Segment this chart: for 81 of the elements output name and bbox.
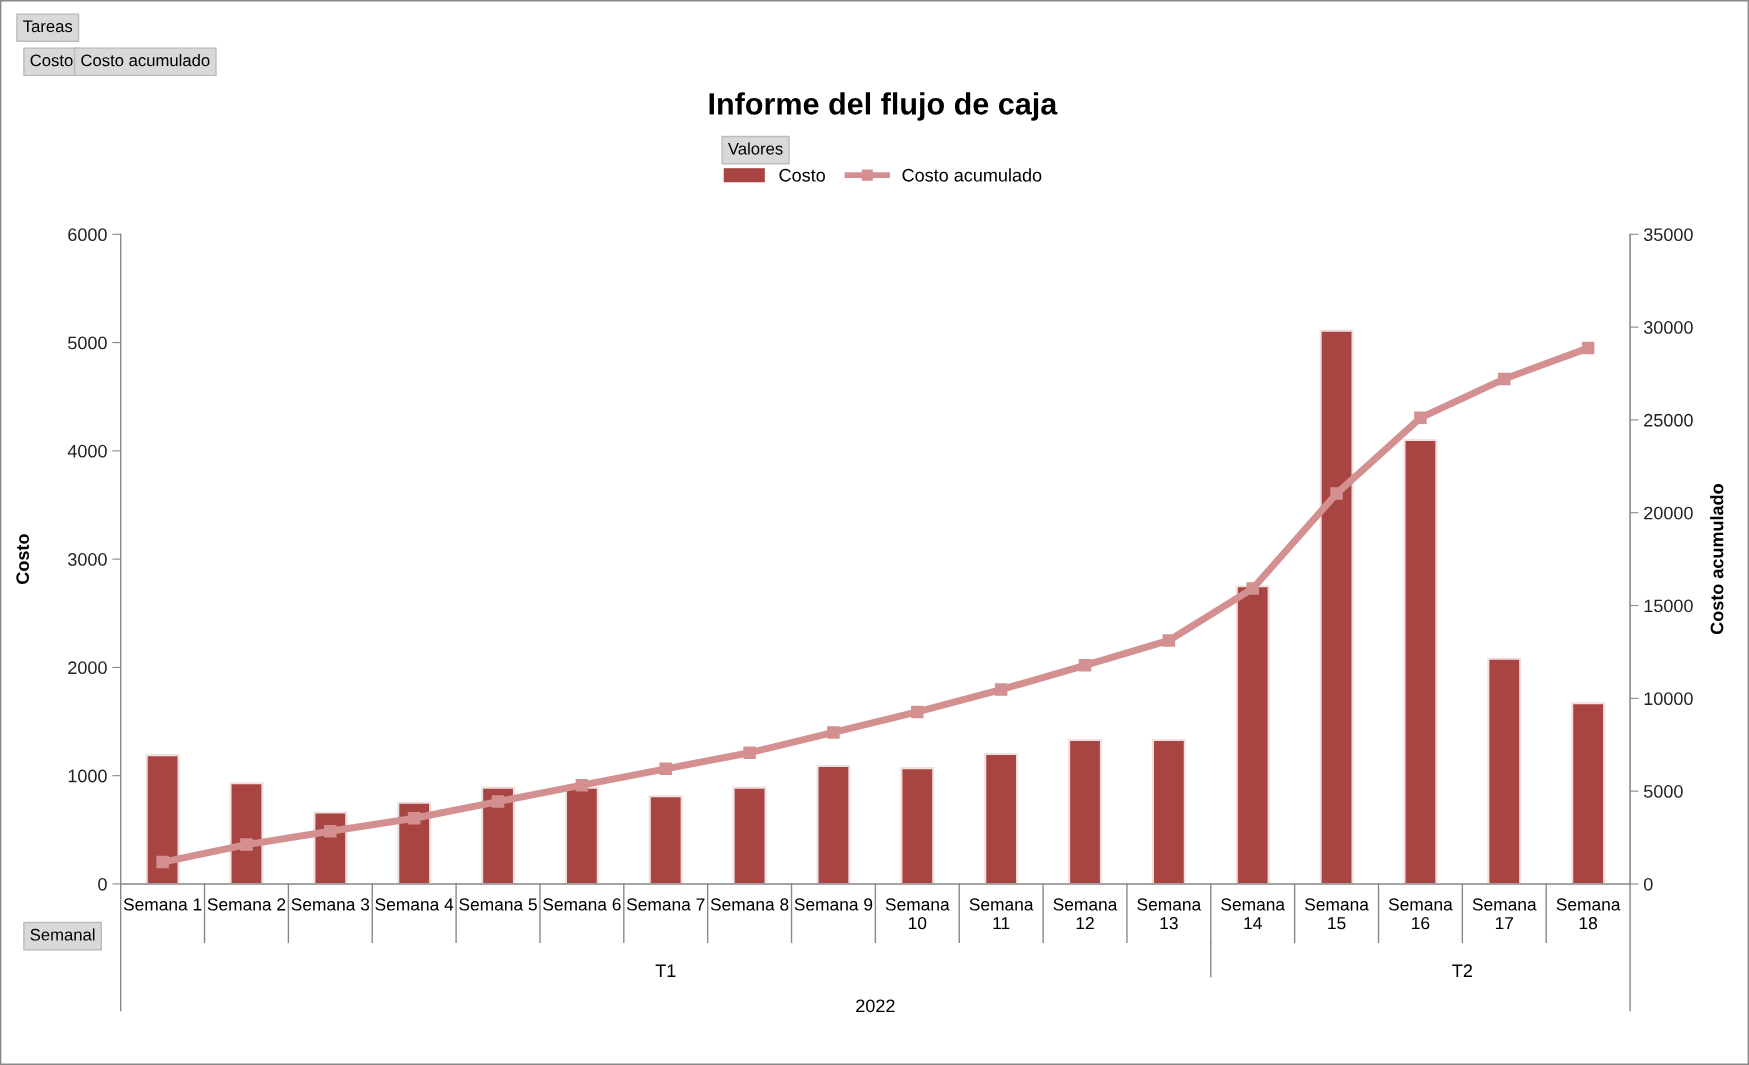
point — [827, 726, 840, 739]
point — [1246, 582, 1259, 595]
point — [575, 778, 589, 792]
point — [911, 705, 924, 719]
x-tick-label: Semana 2 — [207, 898, 286, 911]
point — [407, 811, 421, 825]
text: Costo — [30, 54, 73, 67]
point — [1330, 487, 1343, 500]
point — [156, 855, 169, 869]
text: T1 — [655, 964, 676, 977]
x-tick-label: Semana 1 — [123, 898, 202, 911]
y-tick-label: 0 — [98, 877, 107, 891]
y-tick-label: 6000 — [68, 228, 107, 242]
x-tick-label: Semana 4 — [375, 898, 454, 911]
y-tick-label: 3000 — [68, 553, 107, 566]
point — [240, 838, 253, 851]
x-tick-label: Semana 16 — [1388, 898, 1453, 930]
y2-tick-label: 10000 — [1644, 692, 1693, 706]
text: Tareas — [23, 20, 73, 33]
point — [491, 795, 505, 808]
y2-tick-label: 5000 — [1643, 785, 1683, 798]
point — [994, 683, 1008, 696]
bar — [564, 786, 599, 884]
bar — [1319, 329, 1354, 884]
bar — [732, 786, 767, 884]
legend-label: Costo acumulado — [902, 168, 1042, 182]
bar — [481, 786, 515, 884]
y-tick-label: 5000 — [68, 336, 107, 350]
x-tick-label: Semana 17 — [1472, 898, 1537, 930]
bar — [900, 767, 935, 884]
bar — [1068, 738, 1102, 884]
y2-tick-label: 15000 — [1644, 599, 1693, 613]
y2-tick-label: 0 — [1643, 877, 1653, 891]
x-tick-label: Semana 10 — [885, 898, 950, 930]
point — [324, 824, 337, 838]
x-tick-label: Semana 12 — [1053, 898, 1118, 930]
x-tick-label: Semana 18 — [1556, 898, 1621, 930]
y2-tick-label: 25000 — [1644, 413, 1693, 427]
legend-title: Valores — [728, 142, 783, 155]
bar — [229, 782, 264, 884]
y2-tick-label: 20000 — [1644, 506, 1693, 520]
x-tick-label: Semana 15 — [1305, 898, 1369, 930]
point — [1078, 659, 1092, 672]
bar — [1151, 738, 1186, 884]
x-tick-label: Semana 9 — [794, 898, 873, 911]
point — [1498, 372, 1511, 386]
bar — [648, 795, 683, 884]
bar — [984, 752, 1019, 884]
chart-title: Informe del flujo de caja — [709, 92, 1058, 121]
bar — [816, 764, 851, 884]
x-tick-label: Semana 8 — [710, 898, 789, 911]
bar — [1571, 702, 1606, 884]
bar — [145, 754, 180, 884]
point — [1581, 341, 1595, 355]
y2-tick-label: 30000 — [1643, 321, 1693, 334]
bar — [1403, 438, 1438, 884]
text: T2 — [1452, 964, 1472, 977]
y-tick-label: 4000 — [67, 444, 107, 458]
x-tick-label: Semana 6 — [543, 898, 621, 911]
bar — [1235, 585, 1270, 884]
text: 2022 — [856, 999, 895, 1013]
x-tick-label: Semana 3 — [291, 898, 370, 911]
y-tick-label: 1000 — [68, 769, 107, 783]
y2-axis-title: Costo acumulado — [1710, 484, 1724, 635]
x-tick-label: Semana 11 — [969, 898, 1034, 930]
y-tick-label: 2000 — [68, 661, 107, 675]
legend-label: Costo — [779, 168, 825, 182]
y-axis-title: Costo — [16, 534, 30, 584]
point — [1414, 411, 1427, 425]
point — [659, 762, 672, 776]
x-tick-label: Semana 7 — [626, 898, 705, 911]
bar — [397, 801, 432, 884]
x-tick-label: Semana 13 — [1137, 898, 1202, 930]
text: Costo acumulado — [81, 54, 210, 67]
x-tick-label: Semana 14 — [1221, 898, 1286, 930]
text: Semanal — [30, 928, 95, 941]
point — [1162, 634, 1176, 647]
point — [743, 746, 756, 759]
bar — [1487, 657, 1522, 884]
x-tick-label: Semana 5 — [459, 898, 537, 911]
y2-tick-label: 35000 — [1643, 228, 1693, 242]
